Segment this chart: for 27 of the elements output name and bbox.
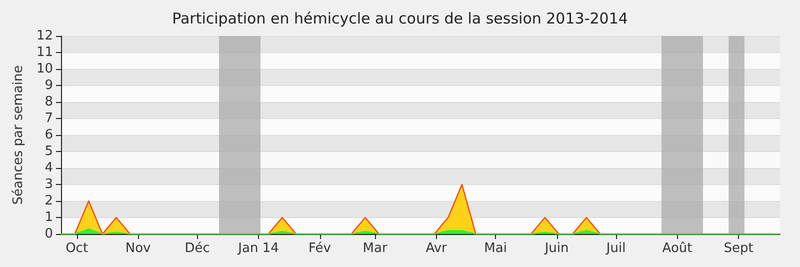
x-tick-label: Mai — [484, 241, 507, 256]
x-tick-label: Sept — [724, 241, 754, 256]
x-tick-label: Juin — [544, 241, 569, 256]
x-tick-label: Jan 14 — [237, 241, 279, 256]
x-tick-label: Oct — [66, 241, 88, 256]
y-tick-label: 0 — [44, 226, 53, 242]
y-tick-label: 1 — [44, 210, 53, 225]
y-tick-label: 8 — [44, 94, 53, 110]
x-tick-label: Mar — [362, 241, 388, 256]
x-tick-label: Août — [662, 241, 692, 256]
x-tick-label: Juil — [605, 241, 626, 256]
y-tick-label: 3 — [44, 177, 53, 192]
y-tick-label: 10 — [36, 62, 53, 76]
y-tick-label: 7 — [44, 111, 53, 126]
y-tick-label: 5 — [44, 144, 53, 159]
x-tick-label: Avr — [426, 241, 448, 256]
y-tick-label: 6 — [44, 128, 53, 142]
chart-title: Participation en hémicycle au cours de la session 2013-2014 — [172, 10, 628, 28]
y-tick-label: 11 — [36, 45, 53, 60]
x-tick-label: Fév — [308, 241, 332, 256]
x-tick-label: Déc — [184, 241, 210, 256]
y-tick-label: 12 — [36, 28, 53, 44]
y-tick-label: 4 — [44, 160, 53, 176]
y-tick-label: 2 — [44, 194, 53, 208]
y-tick-label: 9 — [44, 78, 53, 93]
x-tick-label: Nov — [125, 241, 152, 256]
y-axis-title: Séances par semaine — [11, 65, 26, 205]
